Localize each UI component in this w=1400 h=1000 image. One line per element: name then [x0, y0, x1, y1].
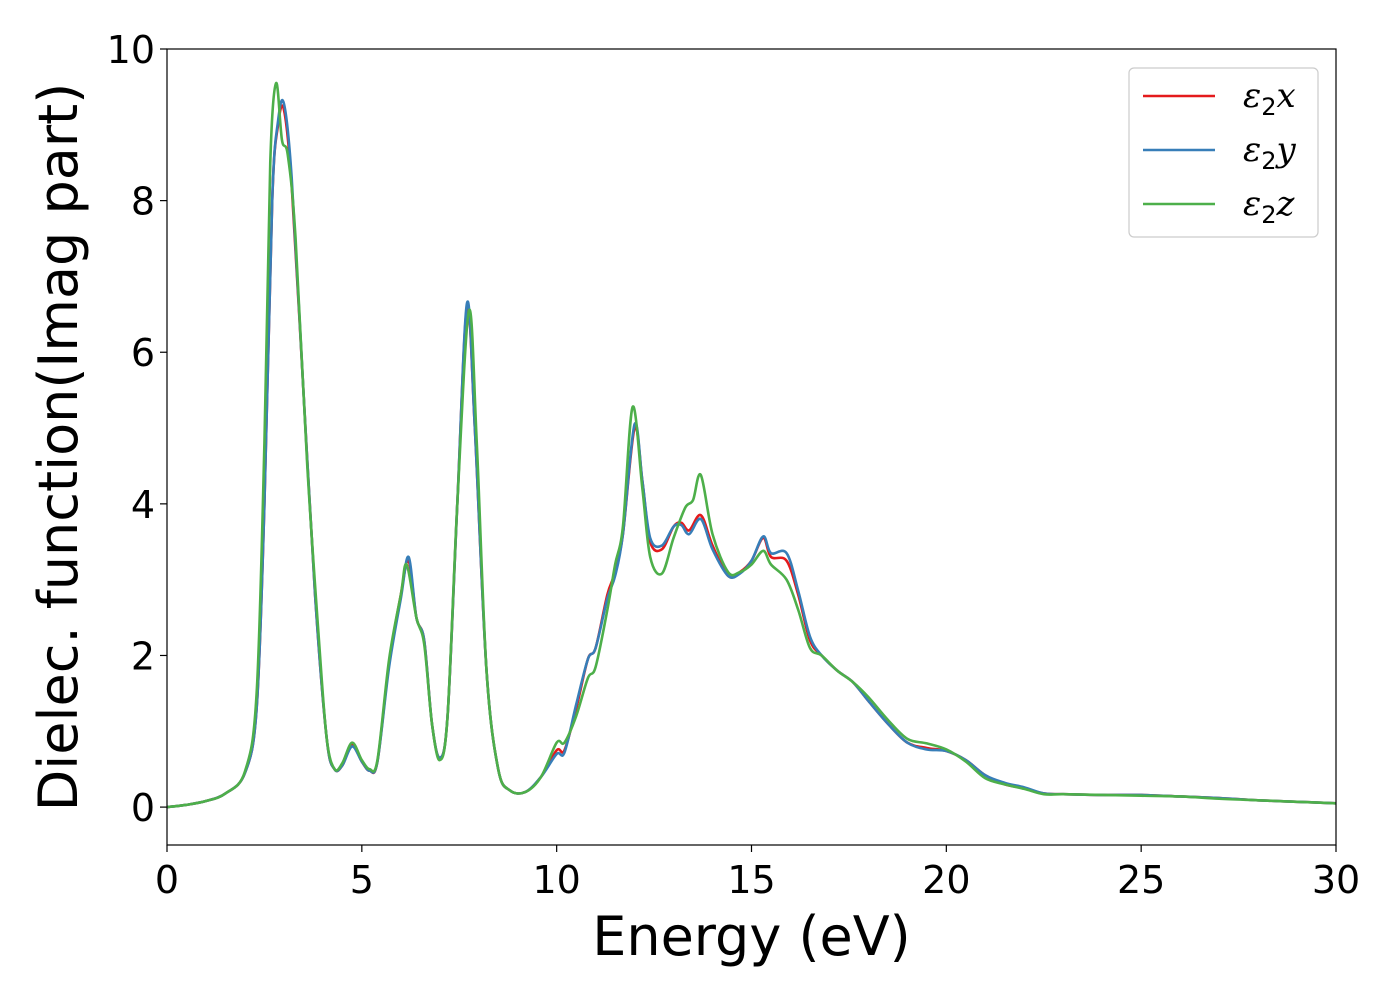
y-axis-title: Dielec. function(Imag part) [27, 83, 90, 812]
legend-label-z: ε2z [1243, 184, 1296, 229]
x-tick-label: 30 [1312, 858, 1360, 902]
y-axis: 0 2 4 6 8 10 [107, 28, 167, 830]
legend-label-base: ε [1243, 76, 1261, 116]
legend-frame [1128, 67, 1319, 238]
x-tick-label: 0 [155, 858, 179, 902]
series-line-z [167, 81, 1336, 809]
y-tick-label: 8 [131, 180, 155, 224]
x-axis: 0 5 10 15 20 25 30 [155, 845, 1360, 902]
legend-label-subscript: 2 [1261, 147, 1276, 175]
x-tick-label: 5 [350, 858, 374, 902]
legend-label-subscript: 2 [1261, 201, 1276, 229]
legend-label-suffix: y [1275, 130, 1297, 170]
legend-label-suffix: z [1276, 184, 1296, 224]
x-tick-label: 15 [727, 858, 775, 902]
y-tick-label: 0 [131, 786, 155, 830]
legend-label-base: ε [1243, 130, 1261, 170]
x-tick-label: 20 [922, 858, 970, 902]
y-tick-label: 2 [131, 634, 155, 678]
x-tick-label: 10 [532, 858, 580, 902]
legend-label-y: ε2y [1243, 130, 1297, 175]
x-axis-title: Energy (eV) [592, 905, 911, 968]
series-layer [167, 81, 1336, 809]
legend-label-suffix: x [1277, 76, 1296, 116]
y-tick-label: 4 [131, 483, 155, 527]
legend-label-subscript: 2 [1261, 93, 1276, 121]
legend-label-base: ε [1243, 184, 1261, 224]
x-tick-label: 25 [1117, 858, 1165, 902]
legend-label-x: ε2x [1243, 76, 1296, 121]
y-tick-label: 6 [131, 331, 155, 375]
y-tick-label: 10 [107, 28, 155, 72]
